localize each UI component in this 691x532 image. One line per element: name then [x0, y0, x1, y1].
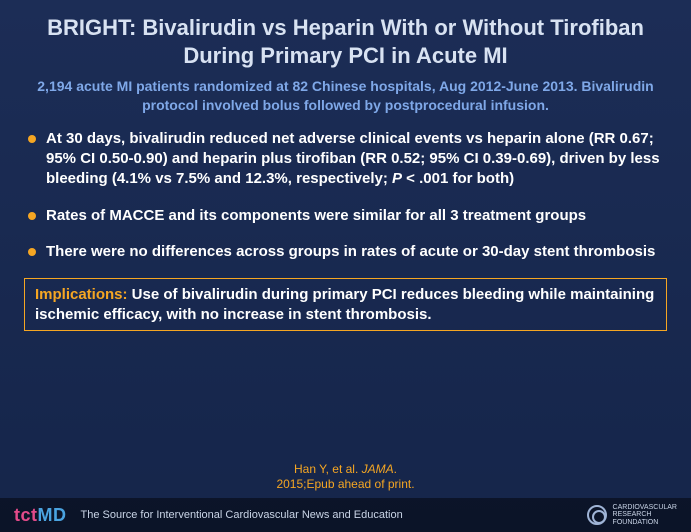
crf-line: Foundation	[613, 519, 677, 526]
citation-line-2: 2015;Epub ahead of print.	[0, 477, 691, 492]
slide-title: BRIGHT: Bivalirudin vs Heparin With or W…	[22, 14, 669, 69]
crf-mark-icon	[587, 505, 607, 525]
bullet-text: At 30 days, bivalirudin reduced net adve…	[46, 130, 660, 188]
citation-authors: Han Y, et al.	[294, 462, 362, 476]
bullet-item: At 30 days, bivalirudin reduced net adve…	[24, 129, 667, 190]
crf-text: Cardiovascular Research Foundation	[613, 504, 677, 526]
crf-line: Cardiovascular	[613, 504, 677, 511]
footer-tagline: The Source for Interventional Cardiovasc…	[81, 509, 587, 521]
slide-subtitle: 2,194 acute MI patients randomized at 82…	[22, 77, 669, 115]
crf-logo: Cardiovascular Research Foundation	[587, 504, 677, 526]
bullet-item: There were no differences across groups …	[24, 242, 667, 262]
implications-box: Implications: Use of bivalirudin during …	[24, 278, 667, 331]
logo-md: MD	[38, 505, 67, 525]
slide: BRIGHT: Bivalirudin vs Heparin With or W…	[0, 0, 691, 532]
implications-label: Implications:	[35, 286, 128, 303]
implications-text: Use of bivalirudin during primary PCI re…	[35, 286, 654, 323]
citation-journal: JAMA	[362, 462, 394, 476]
bullet-item: Rates of MACCE and its components were s…	[24, 206, 667, 226]
crf-line: Research	[613, 511, 677, 518]
bullet-text: Rates of MACCE and its components were s…	[46, 207, 586, 224]
footer-bar: tctMD The Source for Interventional Card…	[0, 498, 691, 532]
logo-tct: tct	[14, 505, 38, 525]
citation-suffix: .	[394, 462, 397, 476]
citation-line-1: Han Y, et al. JAMA.	[0, 462, 691, 477]
citation: Han Y, et al. JAMA. 2015;Epub ahead of p…	[0, 462, 691, 492]
italic-p: P	[392, 170, 402, 187]
tctmd-logo: tctMD	[14, 505, 67, 526]
bullet-text: < .001 for both)	[402, 170, 514, 187]
bullet-text: There were no differences across groups …	[46, 243, 655, 260]
bullet-list: At 30 days, bivalirudin reduced net adve…	[22, 129, 669, 262]
